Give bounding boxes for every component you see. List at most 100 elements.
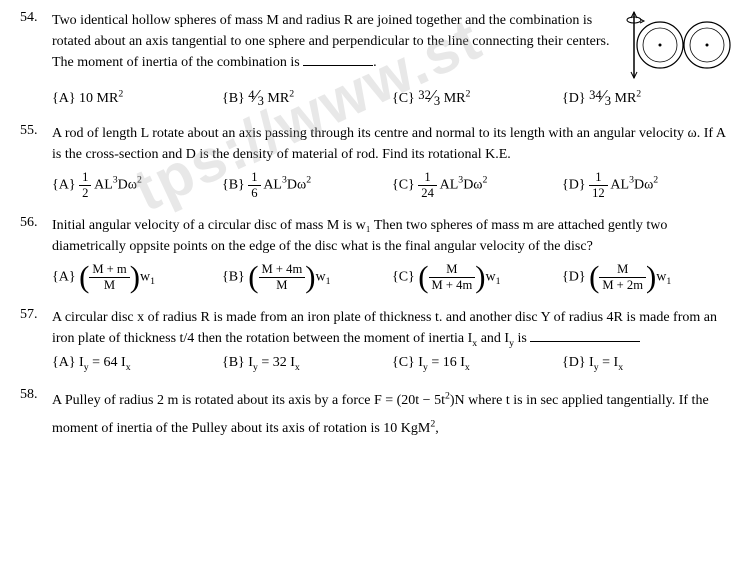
q56-d-sub: 1 [666,276,671,287]
question-55: 55. A rod of length L rotate about an ax… [20,123,732,207]
question-57: 57. A circular disc x of radius R is mad… [20,307,732,379]
q55-a-num: 1 [79,171,91,186]
q54-text: Two identical hollow spheres of mass M a… [52,10,612,73]
question-54: 54. Two identical hollow spheres of mass… [20,10,732,115]
q55-b-num: 1 [248,171,260,186]
q56-opt-c: {C} (MM + 4m)w1 [392,263,562,291]
q55-d-den: 12 [589,186,608,200]
q55-c-label: {C} [392,177,418,192]
q57-b-sx: x [295,362,300,373]
q54-text-prefix: Two identical hollow spheres of mass M a… [52,13,609,70]
q54-options: {A} 10 MR2 {B} 4⁄3 MR2 {C} 32⁄3 MR2 {D} … [52,91,732,107]
q56-b-sub: 1 [326,276,331,287]
q57-blank [530,341,640,342]
q57-opt-d: {D} Iy = Ix [562,355,732,371]
q56-options: {A} (M + mM)w1 {B} (M + 4mM)w1 {C} (MM +… [52,263,732,291]
q55-b-den: 6 [248,186,260,200]
q54-c-mr: MR [444,91,466,106]
q57-text-suffix: is [514,331,530,346]
q55-opt-c: {C} 124 AL3Dω2 [392,171,562,199]
q57-text: A circular disc x of radius R is made fr… [52,307,732,349]
q55-a-den: 2 [79,186,91,200]
q54-d-num: 34 [589,88,602,102]
q55-opt-b: {B} 16 AL3Dω2 [222,171,392,199]
q56-a-w: w [140,270,150,285]
q55-c-dw: Dω [463,177,482,192]
q55-number: 55. [20,123,52,207]
q55-b-al: AL [263,177,282,192]
q54-a-label: {A} 10 MR [52,91,118,106]
q56-a-num: M + m [89,263,129,278]
q56-d-w: w [656,270,666,285]
q54-d-mr: MR [615,91,637,106]
q55-c-den: 24 [418,186,437,200]
q58-text-suffix: , [435,421,439,436]
q58-text: A Pulley of radius 2 m is rotated about … [52,387,732,443]
q55-b-label: {B} [222,177,248,192]
q54-b-num: 4 [248,88,254,102]
q57-c-sx: x [465,362,470,373]
q57-a-sx: x [126,362,131,373]
q54-opt-b: {B} 4⁄3 MR2 [222,91,392,107]
q57-d-sx: x [618,362,623,373]
q54-opt-c: {C} 32⁄3 MR2 [392,91,562,107]
q55-text: A rod of length L rotate about an axis p… [52,123,732,165]
q57-a-label: {A} I [52,355,84,370]
q56-d-num: M [599,263,646,278]
q58-number: 58. [20,387,52,449]
q55-d-al: AL [610,177,629,192]
q56-b-w: w [316,270,326,285]
q56-number: 56. [20,215,52,299]
q54-b-label: {B} [222,91,248,106]
q57-opt-c: {C} Iy = 16 Ix [392,355,562,371]
question-56: 56. Initial angular velocity of a circul… [20,215,732,299]
q55-d-num: 1 [589,171,608,186]
question-58: 58. A Pulley of radius 2 m is rotated ab… [20,387,732,449]
q56-c-label: {C} [392,270,418,285]
q57-opt-a: {A} Iy = 64 Ix [52,355,222,371]
q55-b-dw: Dω [287,177,306,192]
q55-d-label: {D} [562,177,589,192]
q56-d-den: M + 2m [599,278,646,292]
q56-c-den: M + 4m [429,278,476,292]
q56-text: Initial angular velocity of a circular d… [52,215,732,257]
q57-number: 57. [20,307,52,379]
q56-c-sub: 1 [496,276,501,287]
q56-opt-d: {D} (MM + 2m)w1 [562,263,732,291]
q56-c-w: w [486,270,496,285]
q57-b-label: {B} I [222,355,253,370]
q56-opt-a: {A} (M + mM)w1 [52,263,222,291]
q55-c-al: AL [440,177,459,192]
q54-c-label: {C} [392,91,418,106]
q56-b-den: M [259,278,306,292]
q55-c-num: 1 [418,171,437,186]
q54-blank [303,65,373,66]
q57-d-val: = I [599,355,619,370]
q54-opt-a: {A} 10 MR2 [52,91,222,107]
q56-b-label: {B} [222,270,248,285]
q55-options: {A} 12 AL3Dω2 {B} 16 AL3Dω2 {C} 124 AL3D… [52,171,732,199]
q54-d-label: {D} [562,91,589,106]
q54-figure [612,10,732,85]
q56-a-den: M [89,278,129,292]
q54-c-den: 3 [434,94,440,108]
q56-d-label: {D} [562,270,589,285]
q54-b-den: 3 [258,94,264,108]
q58-text-prefix: A Pulley of radius 2 m is rotated about … [52,393,445,408]
q57-opt-b: {B} Iy = 32 Ix [222,355,392,371]
q56-c-num: M [429,263,476,278]
q57-a-val: = 64 I [89,355,126,370]
q57-c-label: {C} I [392,355,423,370]
q55-a-label: {A} [52,177,79,192]
q54-number: 54. [20,10,52,115]
q56-a-sub: 1 [150,276,155,287]
q54-c-num: 32 [418,88,431,102]
q57-c-val: = 16 I [428,355,465,370]
q55-opt-a: {A} 12 AL3Dω2 [52,171,222,199]
q54-d-den: 3 [605,94,611,108]
q57-b-val: = 32 I [258,355,295,370]
q55-a-dw: Dω [118,177,137,192]
q57-text-mid: and I [477,331,509,346]
q57-options: {A} Iy = 64 Ix {B} Iy = 32 Ix {C} Iy = 1… [52,355,732,371]
q57-d-label: {D} I [562,355,594,370]
